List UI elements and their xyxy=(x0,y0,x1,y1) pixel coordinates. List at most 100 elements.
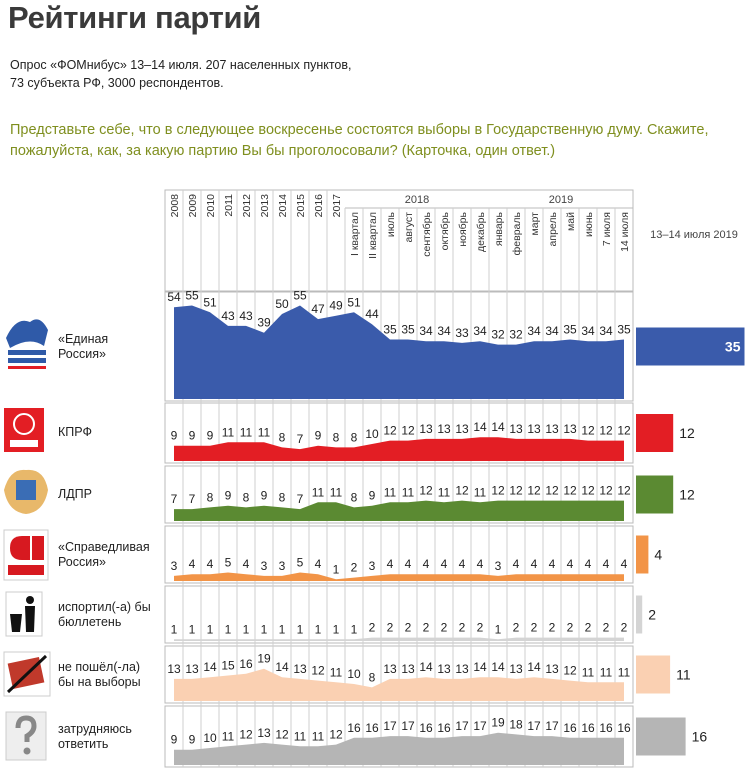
latest-label: 13–14 июля 2019 xyxy=(650,229,738,241)
value-label: 14 xyxy=(203,660,217,674)
value-label: 16 xyxy=(365,721,379,735)
value-label: 4 xyxy=(513,557,520,571)
x-tick-label: август xyxy=(403,212,415,243)
value-label: 12 xyxy=(329,728,343,742)
value-label: 8 xyxy=(243,490,250,504)
value-label: 3 xyxy=(279,559,286,573)
value-label: 11 xyxy=(222,729,235,743)
latest-value: 11 xyxy=(676,667,691,683)
value-label: 4 xyxy=(549,557,556,571)
value-label: 11 xyxy=(294,729,307,743)
value-label: 4 xyxy=(477,557,484,571)
logo-kprf xyxy=(4,408,44,452)
value-label: 4 xyxy=(387,557,394,571)
value-label: 1 xyxy=(351,622,358,636)
x-tick-label: 2011 xyxy=(223,194,235,217)
value-label: 34 xyxy=(545,324,559,338)
logo-spoil xyxy=(5,591,43,637)
value-label: 12 xyxy=(581,424,595,438)
value-label: 17 xyxy=(545,719,559,733)
value-label: 9 xyxy=(171,733,178,747)
value-label: 11 xyxy=(438,485,451,499)
value-label: 2 xyxy=(441,621,448,635)
value-label: 12 xyxy=(617,424,631,438)
series-name: затрудняюсь ответить xyxy=(58,721,132,751)
value-label: 4 xyxy=(585,557,592,571)
x-tick-label: октябрь xyxy=(439,211,451,250)
series-name: не пошёл(-ла) бы на выборы xyxy=(58,659,141,689)
value-label: 2 xyxy=(369,621,376,635)
value-label: 1 xyxy=(333,562,340,576)
value-label: 13 xyxy=(509,422,523,436)
value-label: 32 xyxy=(491,328,505,342)
value-label: 11 xyxy=(402,485,415,499)
value-label: 4 xyxy=(189,557,196,571)
value-label: 2 xyxy=(567,621,574,635)
value-label: 2 xyxy=(477,621,484,635)
value-label: 12 xyxy=(455,484,469,498)
value-label: 13 xyxy=(437,422,451,436)
x-tick-label: 7 июля xyxy=(601,212,613,246)
value-label: 12 xyxy=(239,728,253,742)
area xyxy=(174,572,624,581)
logo-shape xyxy=(26,596,34,604)
value-label: 13 xyxy=(545,662,559,676)
value-label: 1 xyxy=(279,622,286,636)
value-label: 1 xyxy=(171,622,178,636)
value-label: 17 xyxy=(383,719,397,733)
value-label: 4 xyxy=(531,557,538,571)
value-label: 47 xyxy=(311,302,325,316)
value-label: 19 xyxy=(257,652,271,666)
value-label: 12 xyxy=(275,728,289,742)
value-label: 7 xyxy=(171,492,178,506)
x-tick-label: 2009 xyxy=(187,194,199,218)
value-label: 13 xyxy=(509,662,523,676)
x-tick-label: март xyxy=(529,212,541,236)
value-label: 16 xyxy=(347,721,361,735)
x-tick-label: май xyxy=(565,212,577,231)
value-label: 13 xyxy=(437,662,451,676)
value-label: 16 xyxy=(437,721,451,735)
value-label: 34 xyxy=(581,324,595,338)
latest-bar xyxy=(636,414,674,452)
value-label: 16 xyxy=(239,657,253,671)
value-label: 5 xyxy=(225,556,232,570)
value-label: 9 xyxy=(315,429,322,443)
question: Представьте себе, что в следующее воскре… xyxy=(10,122,709,159)
logo-shape xyxy=(8,565,44,575)
value-label: 4 xyxy=(441,557,448,571)
latest-bar xyxy=(636,717,686,756)
value-label: 10 xyxy=(365,427,379,441)
value-label: 12 xyxy=(599,484,613,498)
value-label: 7 xyxy=(297,432,304,446)
value-label: 13 xyxy=(419,422,433,436)
value-label: 17 xyxy=(401,719,415,733)
value-label: 13 xyxy=(545,422,559,436)
value-label: 34 xyxy=(527,324,541,338)
logo-shape xyxy=(10,536,30,560)
x-tick-label: апрель xyxy=(547,211,559,246)
value-label: 12 xyxy=(527,484,541,498)
value-label: 54 xyxy=(167,290,181,304)
value-label: 13 xyxy=(563,422,577,436)
value-label: 11 xyxy=(258,425,271,439)
value-label: 14 xyxy=(473,660,487,674)
logo-shape xyxy=(13,413,35,435)
value-label: 12 xyxy=(599,424,613,438)
x-tick-label: 2017 xyxy=(331,194,343,218)
value-label: 1 xyxy=(315,622,322,636)
value-label: 15 xyxy=(221,659,235,673)
value-label: 55 xyxy=(293,289,307,303)
value-label: 14 xyxy=(491,420,505,434)
value-label: 7 xyxy=(189,492,196,506)
latest-bar xyxy=(636,535,649,574)
value-label: 12 xyxy=(581,484,595,498)
value-label: 1 xyxy=(333,622,340,636)
latest-value: 12 xyxy=(679,425,695,441)
value-label: 49 xyxy=(329,299,343,313)
value-label: 2 xyxy=(351,561,358,575)
value-label: 16 xyxy=(563,721,577,735)
value-label: 13 xyxy=(527,422,541,436)
